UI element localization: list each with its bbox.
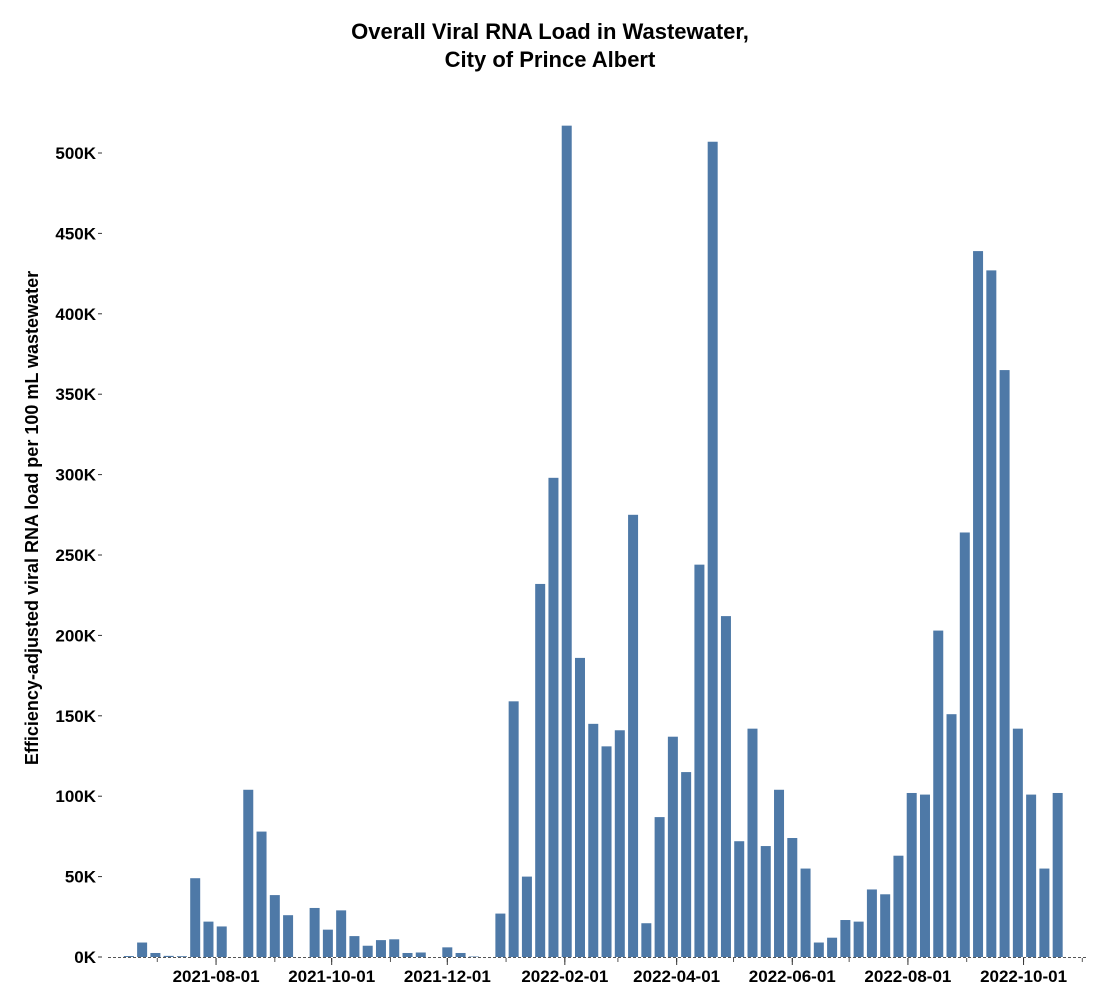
bar — [362, 945, 373, 957]
bar — [574, 657, 585, 957]
bar — [707, 141, 718, 958]
bar — [959, 532, 970, 957]
bars-layer — [123, 125, 1063, 958]
bar — [137, 942, 148, 957]
bar — [349, 936, 360, 957]
bar — [866, 889, 877, 957]
bar — [840, 920, 851, 957]
bar — [1026, 794, 1037, 957]
bar — [508, 701, 519, 957]
bar — [986, 270, 997, 957]
y-tick-label: 400K — [55, 305, 96, 324]
bar — [150, 952, 161, 957]
bar — [813, 942, 824, 957]
bar — [402, 952, 413, 957]
bar — [495, 913, 506, 957]
y-axis: 0K 50K 100K 150K 200K 250K 300K 350K 400K 450K 500… — [55, 144, 102, 967]
x-tick-label: 2022-10-01 — [980, 967, 1067, 986]
x-tick-label: 2022-02-01 — [521, 967, 608, 986]
bar — [1012, 728, 1023, 957]
bar — [442, 947, 453, 957]
bar — [1052, 792, 1063, 957]
bar — [336, 910, 347, 957]
bar — [455, 952, 466, 957]
bar — [614, 730, 625, 957]
y-tick-label: 50K — [65, 868, 97, 887]
x-tick-label: 2021-10-01 — [288, 967, 375, 986]
bar — [933, 630, 944, 957]
bar — [163, 955, 174, 957]
bar — [521, 876, 532, 957]
bar — [588, 723, 599, 957]
x-tick-label: 2022-08-01 — [864, 967, 951, 986]
bar — [243, 789, 254, 957]
bar — [641, 923, 652, 957]
bar — [548, 477, 559, 957]
chart-title-line-2: City of Prince Albert — [444, 47, 656, 72]
bar — [1039, 868, 1050, 957]
y-tick-label: 100K — [55, 787, 96, 806]
x-tick-label: 2022-06-01 — [749, 967, 836, 986]
bar — [535, 583, 546, 957]
bar — [880, 894, 891, 957]
y-tick-label: 200K — [55, 626, 96, 645]
bar — [747, 728, 758, 957]
chart-title: Overall Viral RNA Load in Wastewater, Ci… — [0, 18, 1100, 74]
bar — [283, 915, 294, 957]
bar — [309, 907, 320, 957]
bar — [999, 370, 1010, 958]
bar — [269, 895, 280, 957]
bar — [190, 878, 201, 957]
bar — [919, 794, 930, 957]
bar — [774, 789, 785, 957]
bar — [667, 736, 678, 957]
bar — [123, 956, 134, 957]
x-tick-label: 2022-04-01 — [633, 967, 720, 986]
bar — [734, 841, 745, 957]
y-tick-label: 250K — [55, 546, 96, 565]
bar — [561, 125, 572, 957]
x-axis: 2021-08-01 2021-10-01 2021-12-01 2022-02-01… — [108, 957, 1088, 986]
chart-title-line-1: Overall Viral RNA Load in Wastewater, — [351, 19, 749, 44]
bar — [375, 940, 386, 957]
bar — [203, 921, 214, 957]
bar — [654, 817, 665, 957]
bar — [628, 514, 639, 957]
y-tick-label: 450K — [55, 224, 96, 243]
bar — [415, 952, 426, 957]
bar — [694, 564, 705, 957]
bar — [322, 929, 333, 957]
bar — [787, 838, 798, 957]
bar — [800, 868, 811, 957]
y-tick-label: 300K — [55, 466, 96, 485]
bar — [681, 772, 692, 957]
bar — [176, 956, 187, 957]
x-tick-label: 2021-12-01 — [404, 967, 491, 986]
y-axis-label: Efficiency-adjusted viral RNA load per 1… — [22, 271, 42, 765]
bar — [906, 792, 917, 957]
bar — [760, 846, 771, 957]
bar — [827, 937, 838, 957]
bar — [853, 921, 864, 957]
y-tick-label: 350K — [55, 385, 96, 404]
bar — [946, 714, 957, 957]
y-tick-label: 150K — [55, 707, 96, 726]
x-tick-label: 2021-08-01 — [173, 967, 260, 986]
bar — [893, 855, 904, 957]
bar — [601, 746, 612, 957]
bar — [216, 926, 227, 957]
bar — [389, 939, 400, 957]
bar — [256, 831, 267, 957]
y-tick-label: 0K — [74, 948, 96, 967]
y-tick-label: 500K — [55, 144, 96, 163]
bar — [720, 616, 731, 957]
bar — [973, 251, 984, 958]
